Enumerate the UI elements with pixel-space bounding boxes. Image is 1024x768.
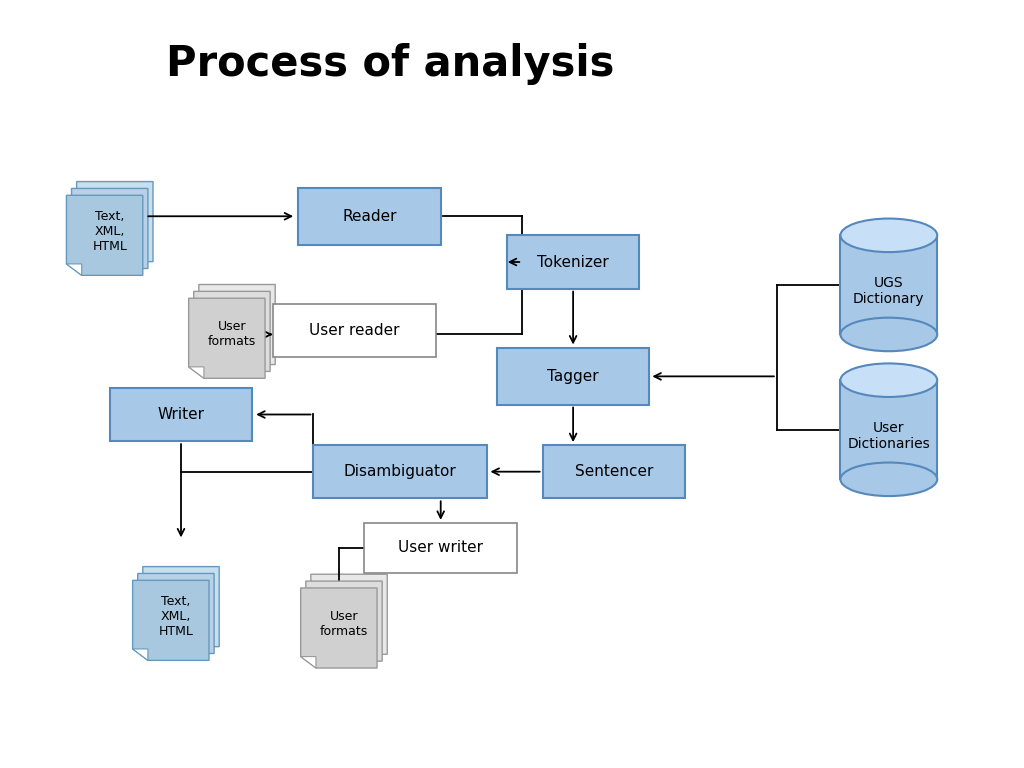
Text: User reader: User reader xyxy=(309,323,399,338)
Ellipse shape xyxy=(841,462,937,496)
FancyBboxPatch shape xyxy=(313,445,486,498)
FancyBboxPatch shape xyxy=(365,523,517,573)
Text: Text,
XML,
HTML: Text, XML, HTML xyxy=(92,210,127,253)
Polygon shape xyxy=(142,635,158,647)
Polygon shape xyxy=(67,195,142,276)
Polygon shape xyxy=(306,650,322,661)
Polygon shape xyxy=(67,264,82,276)
Polygon shape xyxy=(188,298,265,379)
Polygon shape xyxy=(72,188,147,269)
Text: Disambiguator: Disambiguator xyxy=(344,464,457,479)
Polygon shape xyxy=(306,581,382,661)
Polygon shape xyxy=(137,574,214,654)
FancyBboxPatch shape xyxy=(497,348,649,405)
Polygon shape xyxy=(194,291,270,372)
Polygon shape xyxy=(301,657,316,668)
Polygon shape xyxy=(137,642,153,654)
Text: Tokenizer: Tokenizer xyxy=(538,254,609,270)
Polygon shape xyxy=(301,588,377,668)
Bar xyxy=(841,235,937,334)
Polygon shape xyxy=(194,360,209,372)
Text: Tagger: Tagger xyxy=(547,369,599,384)
Polygon shape xyxy=(311,574,387,654)
Polygon shape xyxy=(72,257,87,269)
Text: UGS
Dictionary: UGS Dictionary xyxy=(853,276,925,306)
Polygon shape xyxy=(77,181,153,262)
Ellipse shape xyxy=(841,363,937,397)
Text: User writer: User writer xyxy=(398,541,483,555)
Text: Text,
XML,
HTML: Text, XML, HTML xyxy=(159,595,194,638)
Polygon shape xyxy=(77,250,92,262)
Text: User
formats: User formats xyxy=(208,320,256,349)
Text: Sentencer: Sentencer xyxy=(574,464,653,479)
Polygon shape xyxy=(188,367,204,379)
FancyBboxPatch shape xyxy=(110,388,252,441)
Polygon shape xyxy=(142,567,219,647)
Text: User
formats: User formats xyxy=(319,610,368,638)
Polygon shape xyxy=(133,649,147,660)
Text: User
Dictionaries: User Dictionaries xyxy=(848,421,930,451)
FancyBboxPatch shape xyxy=(298,187,440,245)
FancyBboxPatch shape xyxy=(272,304,435,357)
Polygon shape xyxy=(199,353,214,365)
Text: Writer: Writer xyxy=(158,407,205,422)
Polygon shape xyxy=(311,643,326,654)
Text: Reader: Reader xyxy=(342,209,396,223)
Bar xyxy=(841,380,937,479)
Text: Process of analysis: Process of analysis xyxy=(166,43,614,84)
FancyBboxPatch shape xyxy=(543,445,685,498)
Ellipse shape xyxy=(841,318,937,351)
Ellipse shape xyxy=(841,219,937,252)
Polygon shape xyxy=(133,581,209,660)
Polygon shape xyxy=(199,284,275,365)
FancyBboxPatch shape xyxy=(507,235,639,289)
